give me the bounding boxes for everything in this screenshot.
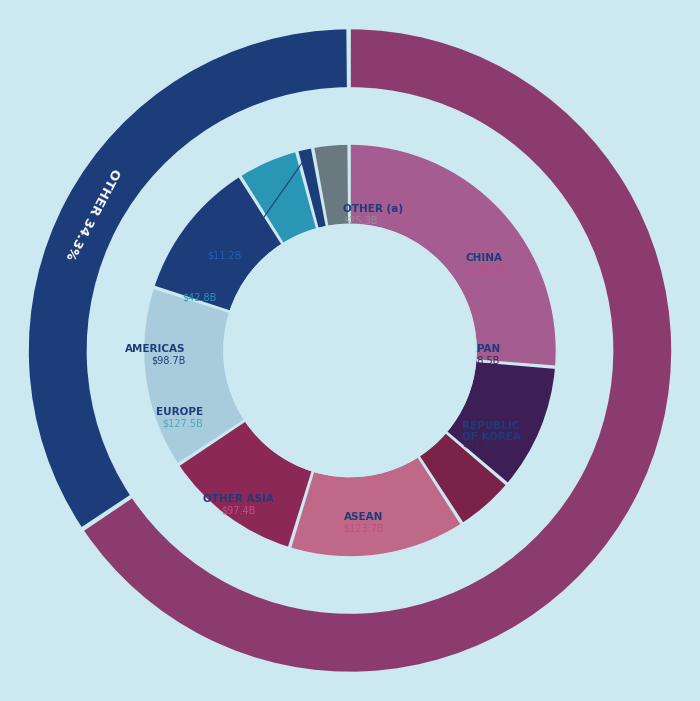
Text: CHINA: CHINA [466, 252, 503, 262]
Text: OTHER ASIA: OTHER ASIA [202, 494, 274, 504]
Text: OCEANIA: OCEANIA [165, 280, 217, 290]
Text: $42.8B: $42.8B [183, 292, 217, 302]
Text: EUROPE: EUROPE [156, 407, 203, 416]
Text: $25.3B: $25.3B [343, 215, 377, 226]
Text: $127.5B: $127.5B [162, 418, 203, 428]
Wedge shape [178, 421, 312, 547]
Wedge shape [28, 29, 348, 528]
Wedge shape [350, 144, 556, 367]
Wedge shape [241, 151, 317, 244]
Text: $97.4B: $97.4B [220, 506, 256, 516]
Text: $11.2B: $11.2B [207, 250, 241, 260]
Wedge shape [144, 288, 245, 464]
Text: OTHER 34.3%: OTHER 34.3% [62, 165, 122, 261]
Text: $88.5B: $88.5B [466, 355, 500, 365]
Wedge shape [314, 144, 349, 226]
Wedge shape [447, 361, 556, 484]
Wedge shape [419, 433, 507, 524]
Text: REPUBLIC
OF KOREA: REPUBLIC OF KOREA [462, 421, 521, 442]
Wedge shape [290, 456, 461, 557]
Text: $41.4B: $41.4B [462, 438, 496, 448]
Text: $98.7B: $98.7B [151, 355, 186, 365]
Text: AMERICAS: AMERICAS [125, 343, 186, 353]
Wedge shape [154, 177, 282, 311]
Wedge shape [83, 29, 672, 672]
Circle shape [224, 224, 476, 477]
Text: $235.0B: $235.0B [466, 265, 506, 275]
Text: ASIA 65.7%: ASIA 65.7% [582, 447, 634, 529]
Text: AFRICA: AFRICA [199, 238, 241, 248]
Text: ASEAN: ASEAN [344, 512, 384, 522]
Text: OTHER (a): OTHER (a) [343, 203, 403, 214]
Text: JAPAN: JAPAN [466, 343, 500, 353]
Text: $123.7B: $123.7B [344, 524, 384, 533]
Wedge shape [298, 148, 327, 229]
